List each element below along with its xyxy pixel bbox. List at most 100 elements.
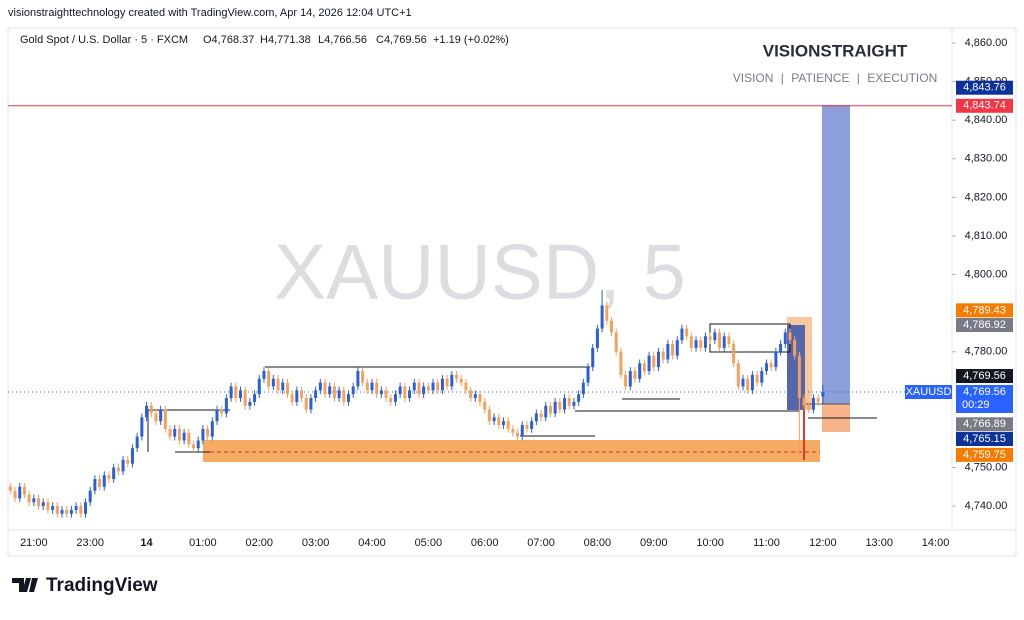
candle-body xyxy=(32,498,36,503)
candles xyxy=(8,289,825,518)
candle-body xyxy=(121,459,125,472)
x-tick-label: 12:00 xyxy=(809,537,837,549)
candle-body xyxy=(192,444,196,449)
price-badge-label: 4,759.75 xyxy=(963,449,1006,461)
candle-body xyxy=(79,506,83,514)
candle-body xyxy=(74,506,78,510)
y-tick-label: 4,820.00 xyxy=(965,191,1008,203)
candle-body xyxy=(271,378,275,387)
candle-body xyxy=(736,363,740,387)
ohlc-value: O4,768.37 xyxy=(203,34,254,46)
candle-body xyxy=(356,371,360,387)
candle-body xyxy=(408,390,412,399)
candle-body xyxy=(440,378,444,391)
candle-body xyxy=(163,409,167,429)
candle-body xyxy=(140,417,144,437)
candle-body xyxy=(793,340,797,356)
candle-body xyxy=(149,405,153,414)
candle-body xyxy=(206,428,210,437)
price-badge-label: 4,769.56 xyxy=(963,370,1006,382)
candle-body xyxy=(27,494,31,503)
y-tick-label: 4,800.00 xyxy=(965,268,1008,280)
candle-body xyxy=(685,328,689,337)
candle-body xyxy=(591,347,595,368)
candle-body xyxy=(267,371,271,387)
candle-body xyxy=(130,448,134,464)
candle-body xyxy=(666,344,670,360)
symbol-badge-label: XAUUSD xyxy=(906,386,952,398)
chart-frame xyxy=(7,27,1017,557)
candle-body xyxy=(238,390,242,399)
candle-body xyxy=(788,332,792,341)
candle-body xyxy=(13,490,17,499)
target-zone xyxy=(822,105,850,404)
candle-body xyxy=(708,336,712,341)
candle-body xyxy=(750,374,754,391)
y-tick-label: 4,860.00 xyxy=(965,37,1008,49)
candle-body xyxy=(201,428,205,441)
footer-logo: TradingView xyxy=(46,575,158,596)
tagline: VISION | PATIENCE | EXECUTION xyxy=(733,71,937,85)
price-badge xyxy=(956,80,1013,95)
candle-body xyxy=(689,336,693,348)
candle-body xyxy=(478,394,482,402)
x-tick-label: 06:00 xyxy=(471,537,499,549)
candle-body xyxy=(783,332,787,345)
price-badge-label: 4,843.76 xyxy=(963,82,1006,94)
price-badge-label: 4,766.89 xyxy=(963,418,1006,430)
candle-body xyxy=(816,398,820,402)
price-badge xyxy=(956,432,1013,447)
candle-body xyxy=(450,374,454,387)
ohlc-value: L4,766.56 xyxy=(318,34,367,46)
candle-body xyxy=(610,320,614,333)
x-tick-label: 13:00 xyxy=(865,537,893,549)
candle-body xyxy=(102,475,106,487)
candle-body xyxy=(168,428,172,437)
candle-body xyxy=(116,467,120,472)
candle-body xyxy=(586,367,590,383)
candle-body xyxy=(511,428,515,433)
candle-body xyxy=(351,386,355,395)
x-tick-label: 07:00 xyxy=(527,537,555,549)
candle-body xyxy=(516,432,520,437)
x-tick-label: 01:00 xyxy=(189,537,217,549)
candle-body xyxy=(675,340,679,356)
y-tick-label: 4,780.00 xyxy=(965,346,1008,358)
candle-body xyxy=(41,502,45,507)
candle-body xyxy=(563,398,567,410)
candle-body xyxy=(600,305,604,329)
candle-body xyxy=(323,382,327,395)
candle-body xyxy=(243,390,247,406)
candle-body xyxy=(534,413,538,422)
candle-body xyxy=(145,405,149,418)
candle-body xyxy=(379,390,383,395)
candle-body xyxy=(595,328,599,348)
x-tick-label: 03:00 xyxy=(302,537,330,549)
candle-body xyxy=(548,405,552,414)
candle-body xyxy=(732,344,736,364)
candle-body xyxy=(473,394,477,399)
candle-body xyxy=(497,417,501,426)
candle-body xyxy=(633,371,637,379)
watermark: XAUUSD, 5 xyxy=(274,228,686,316)
candle-body xyxy=(187,432,191,445)
x-tick-label: 08:00 xyxy=(584,537,612,549)
candle-body xyxy=(285,382,289,395)
candle-body xyxy=(764,363,768,372)
candle-body xyxy=(558,401,562,410)
candle-body xyxy=(506,421,510,429)
x-tick-label: 14 xyxy=(140,537,153,549)
price-badge xyxy=(956,369,1013,384)
candle-body xyxy=(126,459,130,464)
candle-body xyxy=(107,475,111,480)
candle-body xyxy=(177,428,181,441)
logo-icon xyxy=(12,578,38,592)
candle-body xyxy=(807,405,811,410)
candle-body xyxy=(802,398,806,406)
candle-body xyxy=(520,425,524,437)
candle-body xyxy=(501,421,505,426)
candle-body xyxy=(88,490,92,503)
ohlc-value: +1.19 (+0.02%) xyxy=(433,34,509,46)
